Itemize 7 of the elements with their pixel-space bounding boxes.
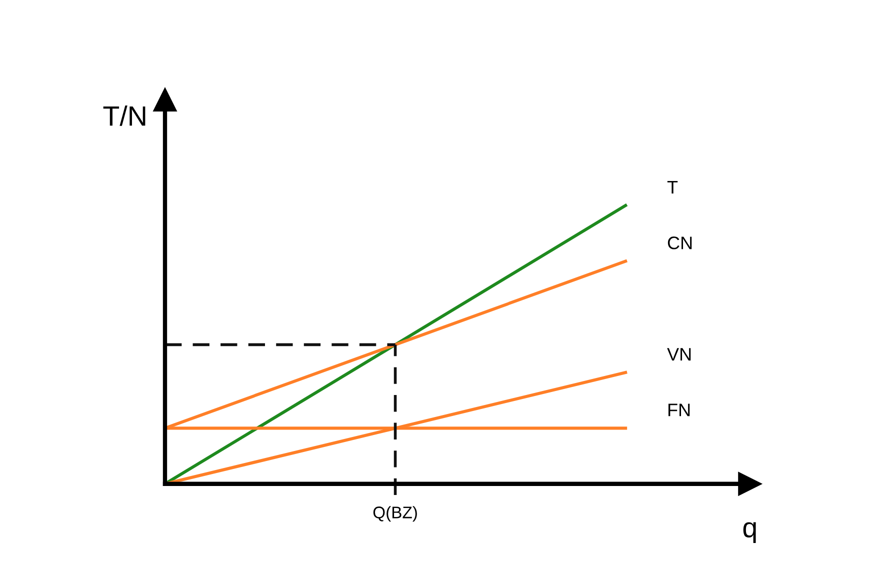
text: VN [667, 348, 691, 360]
y-axis-title: T/N [103, 105, 146, 126]
text: FN [668, 404, 690, 416]
text: T [667, 181, 678, 194]
x-axis-title: q [743, 522, 756, 543]
text: CN [668, 236, 692, 250]
text: Q(BZ) [373, 506, 417, 522]
